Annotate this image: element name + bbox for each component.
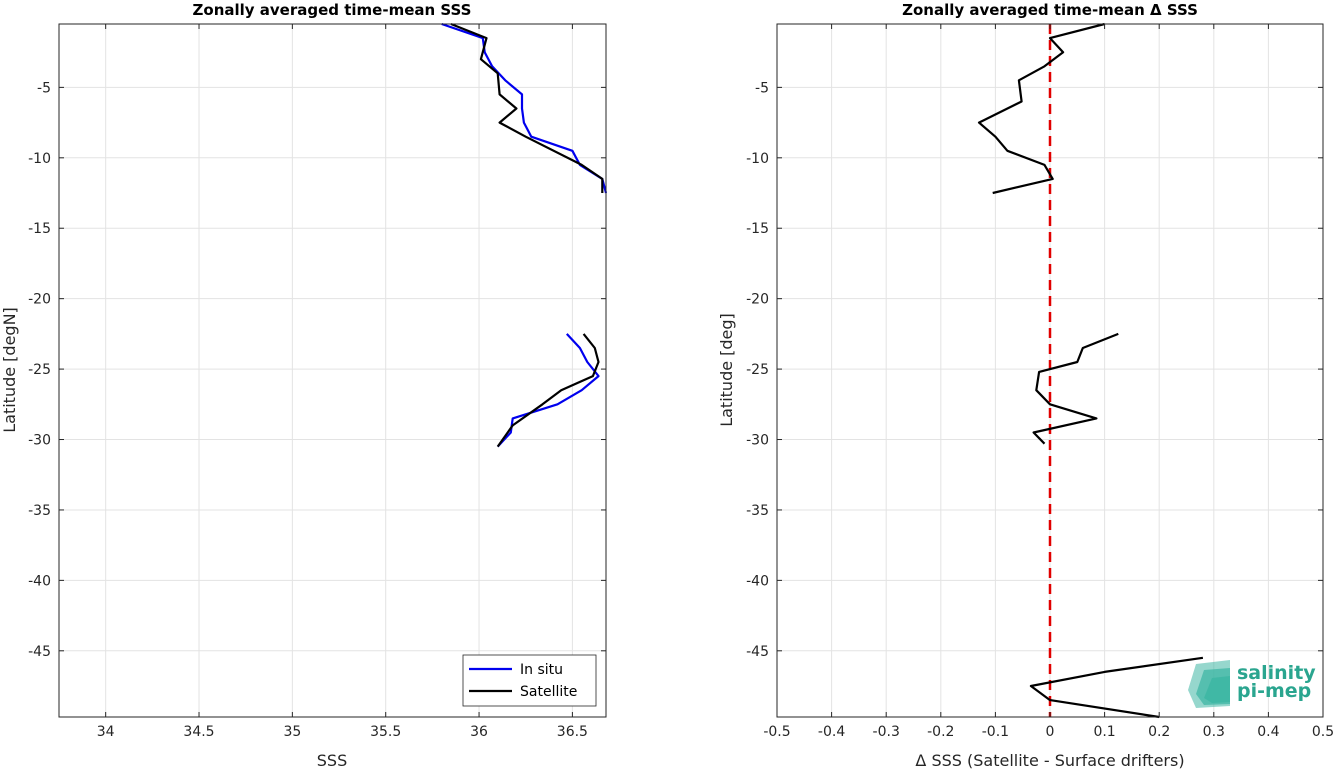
- x-tick-label: 0.5: [1312, 724, 1334, 740]
- x-tick-label: 34: [97, 724, 115, 740]
- y-tick-label: -30: [746, 433, 769, 449]
- y-tick-label: -30: [28, 433, 51, 449]
- logo-text-pi-mep: pi-mep: [1237, 680, 1311, 702]
- x-tick-label: 36: [470, 724, 488, 740]
- y-tick-label: -40: [746, 573, 769, 589]
- x-tick-label: -0.3: [873, 724, 900, 740]
- sss-x-axis-label: SSS: [317, 751, 347, 769]
- series-line-delta-sss: [1032, 332, 1119, 445]
- y-tick-label: -15: [28, 221, 51, 237]
- delta-sss-panel: Zonally averaged time-mean Δ SSS -0.5 -0.…: [717, 1, 1334, 769]
- delta-sss-panel-title: Zonally averaged time-mean Δ SSS: [902, 1, 1198, 19]
- logo-text-salinity: salinity: [1237, 662, 1316, 684]
- y-tick-label: -5: [37, 80, 51, 96]
- series-line-delta-sss: [1029, 656, 1204, 719]
- delta-sss-ticks: -0.5 -0.4 -0.3 -0.2 -0.1 0 0.1 0.2 0.3 0.4 0.5 -5 -1…: [746, 24, 1334, 740]
- sss-ticks: 34 34.5 35 35.5 36 36.5 -5 -10 -15 -20 -25 -30 -35 -4…: [28, 24, 606, 740]
- x-tick-label: -0.2: [927, 724, 954, 740]
- sss-legend: In situ Satellite: [462, 654, 597, 707]
- sss-panel: Zonally averaged time-mean SSS 34 34.5 35 3…: [0, 1, 608, 769]
- x-tick-label: 0.4: [1257, 724, 1279, 740]
- x-tick-label: -0.4: [818, 724, 845, 740]
- salinity-pi-mep-logo-icon: [1188, 660, 1230, 708]
- sss-series: [441, 22, 608, 448]
- y-tick-label: -10: [28, 151, 51, 167]
- sss-panel-title: Zonally averaged time-mean SSS: [193, 1, 472, 19]
- x-tick-label: 0.2: [1148, 724, 1170, 740]
- salinity-pi-mep-logo: salinity pi-mep: [1188, 660, 1316, 708]
- series-line-in-situ: [441, 22, 608, 194]
- series-line-in-situ: [496, 333, 600, 448]
- x-tick-label: -0.5: [763, 724, 790, 740]
- y-tick-label: -45: [28, 644, 51, 660]
- x-tick-label: 36.5: [557, 724, 588, 740]
- delta-sss-series: [977, 22, 1204, 719]
- x-tick-label: -0.1: [982, 724, 1009, 740]
- y-tick-label: -40: [28, 573, 51, 589]
- y-tick-label: -25: [28, 362, 51, 378]
- legend-label-in-situ: In situ: [520, 662, 563, 678]
- x-tick-label: 35: [283, 724, 301, 740]
- x-tick-label: 34.5: [183, 724, 214, 740]
- y-tick-label: -15: [746, 221, 769, 237]
- sss-axes-box: [58, 23, 607, 718]
- y-tick-label: -20: [28, 292, 51, 308]
- y-tick-label: -25: [746, 362, 769, 378]
- y-tick-label: -45: [746, 644, 769, 660]
- delta-sss-x-axis-label: Δ SSS (Satellite - Surface drifters): [915, 751, 1184, 769]
- series-line-satellite: [496, 333, 600, 448]
- y-tick-label: -5: [755, 80, 769, 96]
- x-tick-label: 35.5: [370, 724, 401, 740]
- delta-sss-y-axis-label: Latitude [deg]: [717, 313, 736, 427]
- y-tick-label: -20: [746, 292, 769, 308]
- y-tick-label: -35: [746, 503, 769, 519]
- series-line-delta-sss: [977, 22, 1105, 195]
- series-line-satellite: [450, 22, 604, 193]
- x-tick-label: 0.1: [1093, 724, 1115, 740]
- y-tick-label: -10: [746, 151, 769, 167]
- x-tick-label: 0: [1046, 724, 1055, 740]
- legend-label-satellite: Satellite: [520, 684, 577, 700]
- y-tick-label: -35: [28, 503, 51, 519]
- legend-box: [462, 654, 597, 707]
- sss-y-axis-label: Latitude [degN]: [0, 307, 19, 433]
- sss-grid: [59, 24, 606, 717]
- x-tick-label: 0.3: [1203, 724, 1225, 740]
